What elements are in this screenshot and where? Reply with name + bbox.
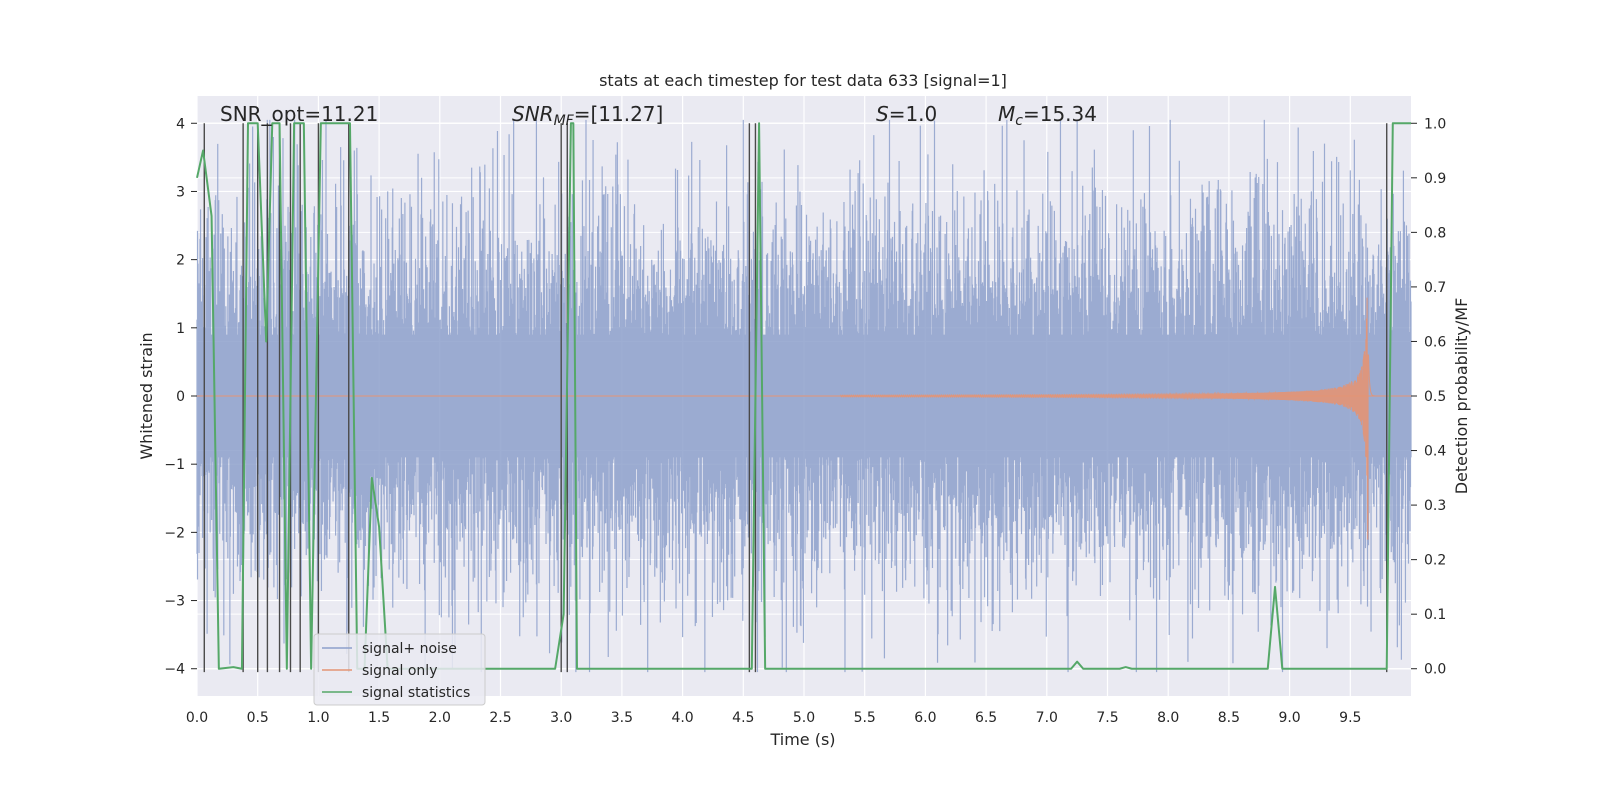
legend-label-signal-statistics: signal statistics	[362, 685, 470, 701]
x-tick-label: 0.0	[186, 710, 208, 726]
y2-tick-label: 0.5	[1424, 389, 1446, 405]
signal-chirp	[840, 297, 1375, 541]
y-tick-label: 1	[176, 321, 185, 337]
y2-axis-ticks: 0.0 0.1 0.2 0.3 0.4 0.5 0.6 0.7 0.8 0.9 1.0	[1411, 116, 1446, 678]
x-tick-label: 7.0	[1036, 710, 1058, 726]
y-tick-label: −1	[164, 457, 185, 473]
y2-tick-label: 0.2	[1424, 553, 1446, 569]
x-tick-label: 9.5	[1339, 710, 1361, 726]
y-tick-label: 4	[176, 116, 185, 132]
y2-tick-label: 0.3	[1424, 498, 1446, 514]
legend-box	[313, 633, 486, 706]
x-tick-label: 3.0	[550, 710, 572, 726]
y-tick-label: 0	[176, 389, 185, 405]
x-axis-label: Time (s)	[769, 730, 835, 749]
x-tick-label: 5.0	[793, 710, 815, 726]
x-tick-label: 7.5	[1096, 710, 1118, 726]
y2-tick-label: 0.6	[1424, 334, 1446, 350]
x-tick-label: 2.0	[429, 710, 451, 726]
x-tick-label: 3.5	[611, 710, 633, 726]
x-tick-label: 1.5	[368, 710, 390, 726]
legend-label-signal-plus-noise: signal+ noise	[362, 641, 457, 657]
y-tick-label: 2	[176, 253, 185, 269]
y-tick-label: 3	[176, 184, 185, 200]
signal-only-series	[197, 297, 1411, 541]
x-tick-label: 8.5	[1218, 710, 1240, 726]
y2-tick-label: 1.0	[1424, 116, 1446, 132]
x-tick-label: 0.5	[247, 710, 269, 726]
y2-tick-label: 0.4	[1424, 444, 1446, 460]
annotation-s: S=1.0	[876, 102, 937, 126]
y2-tick-label: 0.9	[1424, 171, 1446, 187]
signal-statistics-series	[196, 122, 1411, 670]
x-tick-label: 8.0	[1157, 710, 1179, 726]
annotation-snr-opt: SNR_opt=11.21	[220, 102, 378, 126]
x-tick-label: 2.5	[489, 710, 511, 726]
legend: signal+ noise signal only signal statist…	[313, 633, 486, 706]
y2-tick-label: 0.0	[1424, 662, 1446, 678]
annotation-mc: Mc=15.34	[998, 102, 1097, 129]
x-tick-label: 6.5	[975, 710, 997, 726]
x-axis-ticks: 0.0 0.5 1.0 1.5 2.0 2.5 3.0 3.5 4.0 4.5 5.0 5.5 6.0 6…	[186, 710, 1362, 726]
x-tick-label: 4.5	[732, 710, 754, 726]
y-tick-label: −4	[164, 662, 185, 678]
y2-tick-label: 0.8	[1424, 225, 1446, 241]
x-tick-label: 9.0	[1278, 710, 1300, 726]
chart-title: stats at each timestep for test data 633…	[599, 71, 1007, 90]
legend-label-signal-only: signal only	[362, 663, 437, 679]
annotation-snr-mf: SNRMF=[11.27]	[512, 102, 663, 129]
x-tick-label: 5.5	[854, 710, 876, 726]
x-tick-label: 4.0	[671, 710, 693, 726]
x-tick-label: 1.0	[307, 710, 329, 726]
y2-tick-label: 0.7	[1424, 280, 1446, 296]
y-tick-label: −3	[164, 594, 185, 610]
y-axis-label: Whitened strain	[137, 332, 156, 459]
y-axis-ticks: −4 −3 −2 −1 0 1 2 3 4	[164, 116, 197, 678]
x-tick-label: 6.0	[914, 710, 936, 726]
y2-tick-label: 0.1	[1424, 607, 1446, 623]
statistics-line	[196, 122, 1411, 670]
y-tick-label: −2	[164, 525, 185, 541]
y2-axis-label: Detection probability/MF	[1452, 298, 1471, 495]
